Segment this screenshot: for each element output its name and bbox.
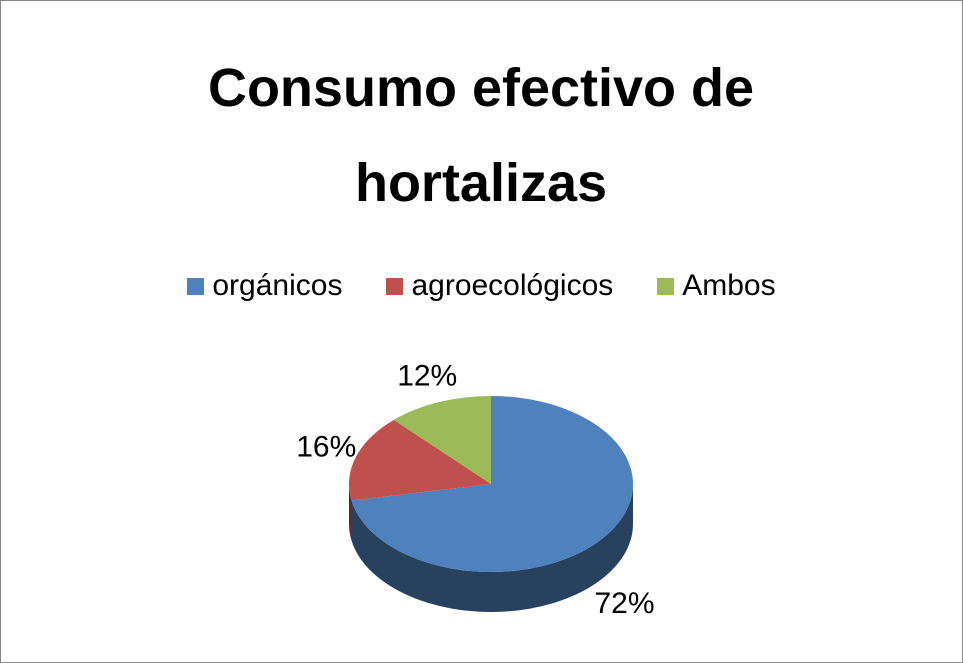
slice	[351, 396, 633, 572]
legend-item: agroecológicos	[386, 269, 613, 303]
slice-side	[349, 484, 352, 541]
legend-swatch	[187, 277, 205, 295]
legend-label: agroecológicos	[411, 269, 614, 302]
legend-swatch	[657, 277, 675, 295]
legend-item: Ambos	[657, 269, 776, 303]
slice	[349, 419, 491, 501]
legend: orgánicos agroecológicos Ambos	[1, 269, 962, 303]
data-label: 12%	[397, 360, 457, 393]
slice-side	[351, 484, 633, 613]
legend-label: orgánicos	[212, 269, 343, 302]
chart-title: Consumo efectivo de hortalizas	[207, 58, 755, 213]
data-label: 16%	[296, 431, 356, 464]
slice	[393, 396, 491, 484]
legend-swatch	[386, 277, 404, 295]
legend-item: orgánicos	[187, 269, 342, 303]
data-label: 72%	[594, 587, 654, 620]
legend-label: Ambos	[682, 269, 776, 302]
